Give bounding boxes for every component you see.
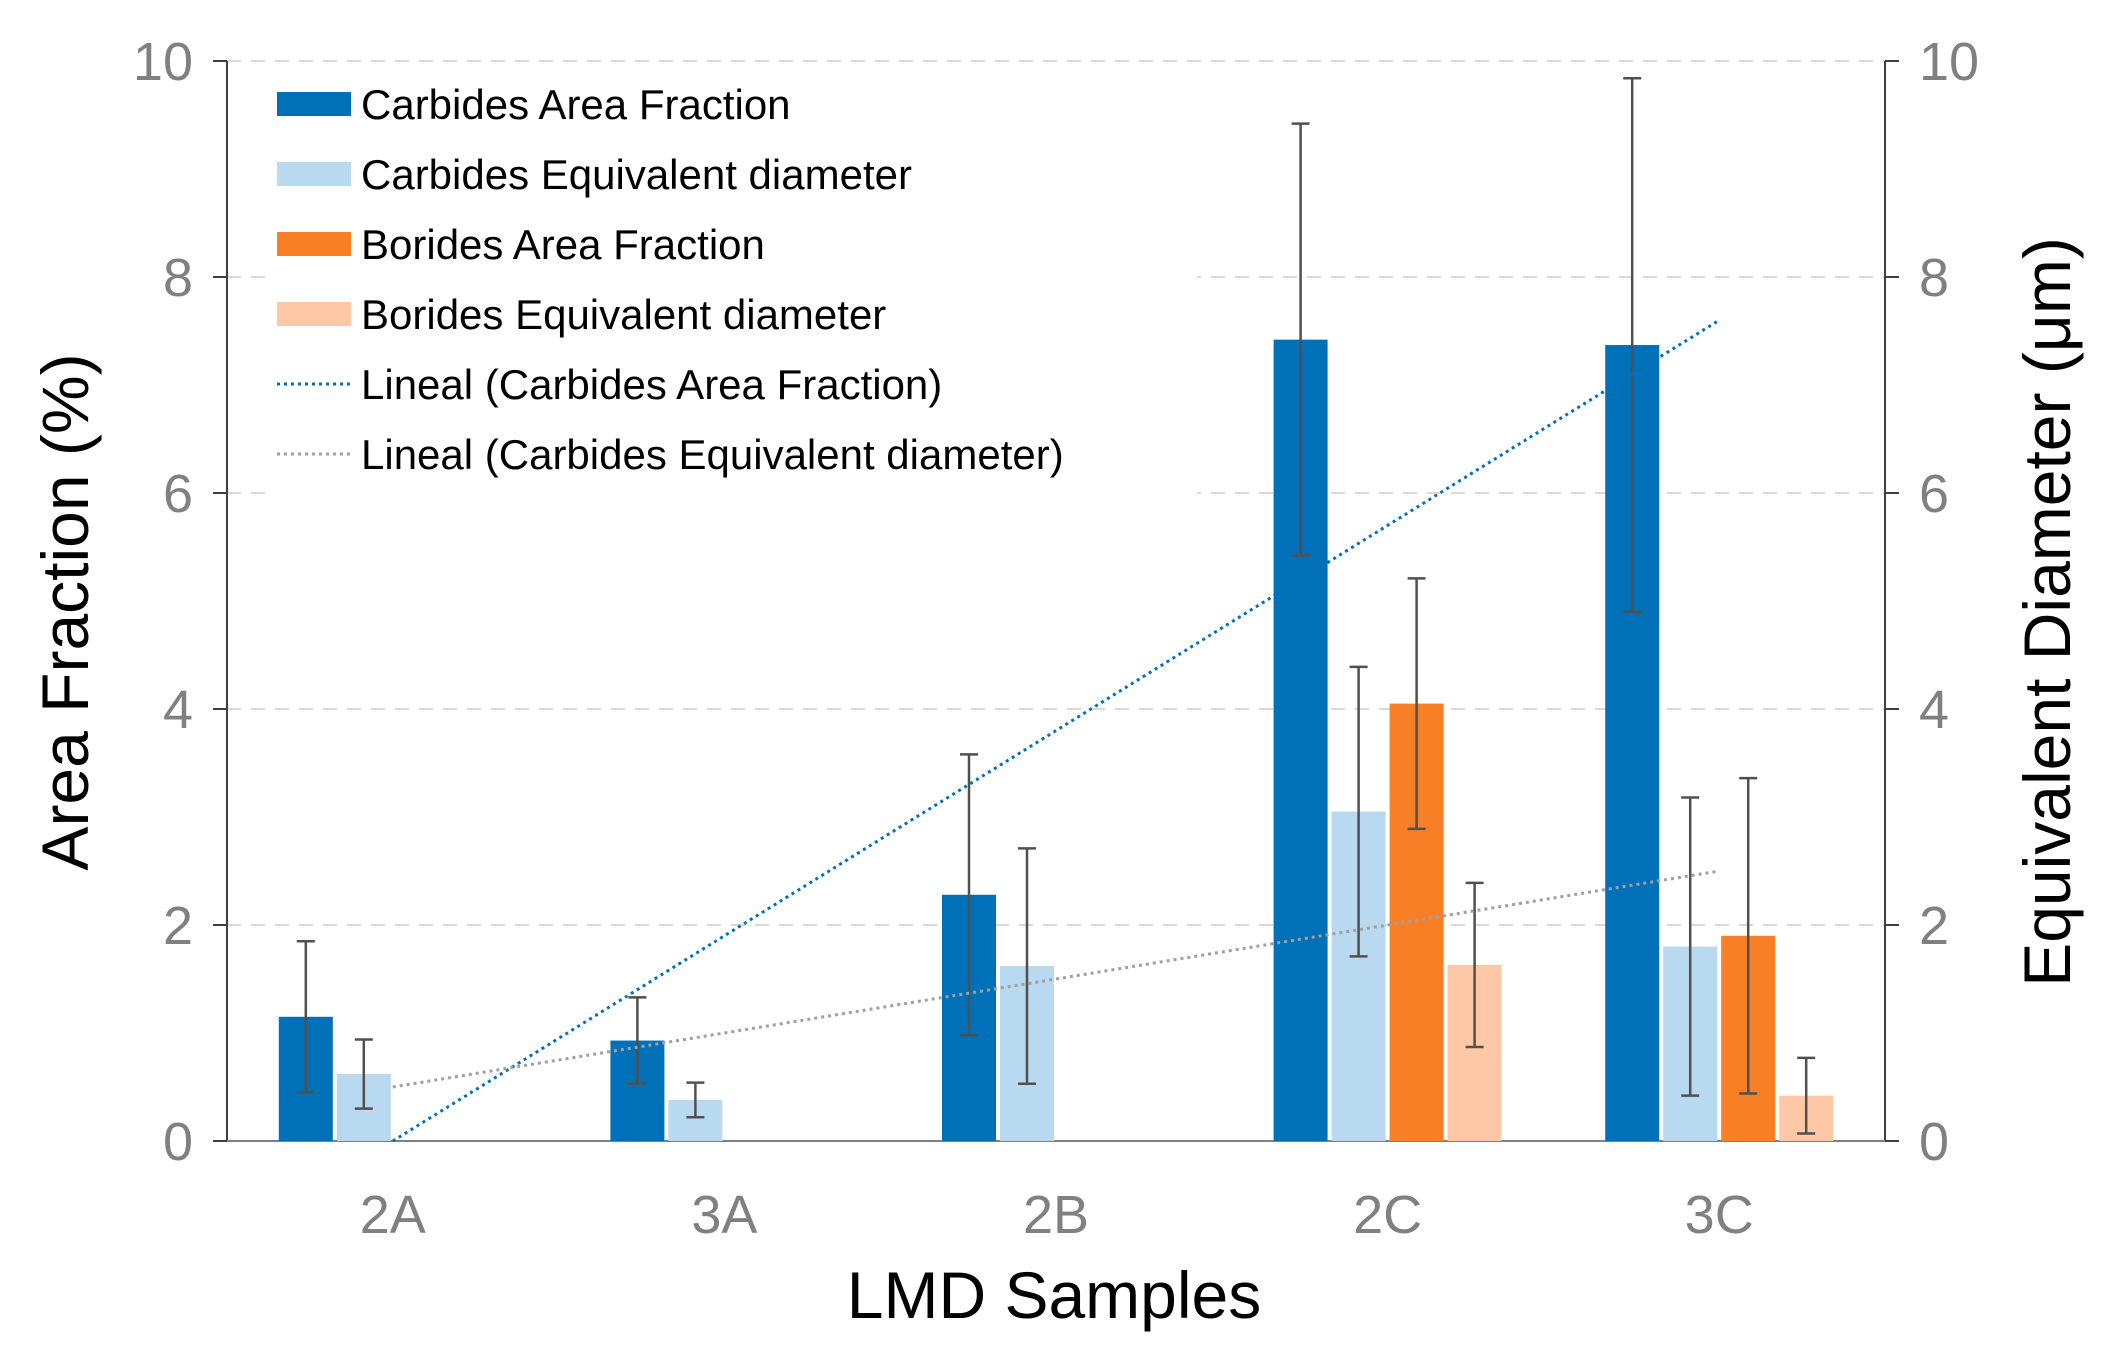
x-tick-label: 2A xyxy=(360,1185,426,1245)
x-axis-title: LMD Samples xyxy=(847,1258,1261,1332)
y-tick-label: 6 xyxy=(163,464,193,524)
y-tick-label: 10 xyxy=(133,32,193,92)
y-tick-label: 8 xyxy=(163,248,193,308)
legend: Carbides Area Fraction Carbides Equivalen… xyxy=(267,64,1197,494)
y-axis-title: Area Fraction (%) xyxy=(28,353,102,870)
x-tick-label: 3A xyxy=(691,1185,757,1245)
y2-tick-label: 4 xyxy=(1919,680,1949,740)
x-tick-label: 2B xyxy=(1023,1185,1089,1245)
legend-swatch xyxy=(277,232,351,256)
y2-tick-label: 0 xyxy=(1919,1112,1949,1172)
error-bars xyxy=(296,77,1816,1135)
legend-label: Carbides Area Fraction xyxy=(361,81,791,128)
y-tick-label: 0 xyxy=(163,1112,193,1172)
legend-swatch xyxy=(277,162,351,186)
tick-labels: 0 2 4 6 8 10 0 2 4 6 8 10 2A 3A 2B 2C 3C xyxy=(133,32,1979,1245)
trendlines xyxy=(392,318,1720,1143)
y-tick-label: 2 xyxy=(163,896,193,956)
legend-label: Lineal (Carbides Area Fraction) xyxy=(361,361,942,408)
trendline xyxy=(392,318,1720,1143)
y2-axis-title: Equivalent Diameter (μm) xyxy=(2010,237,2084,987)
legend-swatch xyxy=(277,92,351,116)
x-tick-label: 2C xyxy=(1353,1185,1422,1245)
legend-label: Lineal (Carbides Equivalent diameter) xyxy=(361,431,1064,478)
legend-label: Carbides Equivalent diameter xyxy=(361,151,912,198)
x-tick-label: 3C xyxy=(1685,1185,1754,1245)
legend-label: Borides Area Fraction xyxy=(361,221,765,268)
y2-tick-label: 2 xyxy=(1919,896,1949,956)
y2-tick-label: 6 xyxy=(1919,464,1949,524)
legend-swatch xyxy=(277,302,351,326)
trendline xyxy=(392,869,1720,1089)
y-tick-label: 4 xyxy=(163,680,193,740)
legend-label: Borides Equivalent diameter xyxy=(361,291,886,338)
legend-background xyxy=(267,64,1197,494)
y2-tick-label: 8 xyxy=(1919,248,1949,308)
y2-tick-label: 10 xyxy=(1919,32,1979,92)
